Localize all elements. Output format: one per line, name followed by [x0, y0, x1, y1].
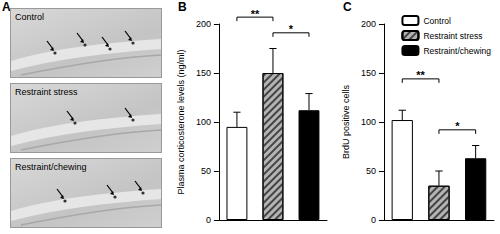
html-text:Control: Control: [15, 12, 44, 22]
svg-text:0: 0: [371, 215, 376, 225]
html-text:A: A: [2, 0, 11, 14]
html-text:C: C: [343, 0, 352, 14]
svg-text:**: **: [416, 69, 425, 81]
svg-text:50: 50: [366, 166, 376, 176]
svg-text:100: 100: [361, 117, 376, 127]
svg-text:Restraint/chewing: Restraint/chewing: [423, 46, 491, 56]
svg-text:100: 100: [196, 117, 211, 127]
svg-text:150: 150: [361, 68, 376, 78]
svg-text:*: *: [455, 120, 460, 132]
svg-text:50: 50: [201, 166, 211, 176]
html-text:Restraint stress: Restraint stress: [15, 87, 78, 97]
svg-text:200: 200: [196, 19, 211, 29]
svg-text:Restraint stress: Restraint stress: [423, 31, 482, 41]
html-text:B: B: [178, 0, 187, 14]
svg-text:**: **: [251, 8, 260, 20]
svg-text:200: 200: [361, 19, 376, 29]
svg-text:Control: Control: [423, 16, 451, 26]
svg-text:0: 0: [206, 215, 211, 225]
svg-text:Plasma corticosterone levels (: Plasma corticosterone levels (ng/ml): [176, 49, 186, 194]
svg-text:BrdU positive cells: BrdU positive cells: [341, 84, 351, 159]
svg-text:150: 150: [196, 68, 211, 78]
svg-text:*: *: [289, 23, 294, 35]
html-text:Restraint/chewing: Restraint/chewing: [15, 162, 87, 172]
